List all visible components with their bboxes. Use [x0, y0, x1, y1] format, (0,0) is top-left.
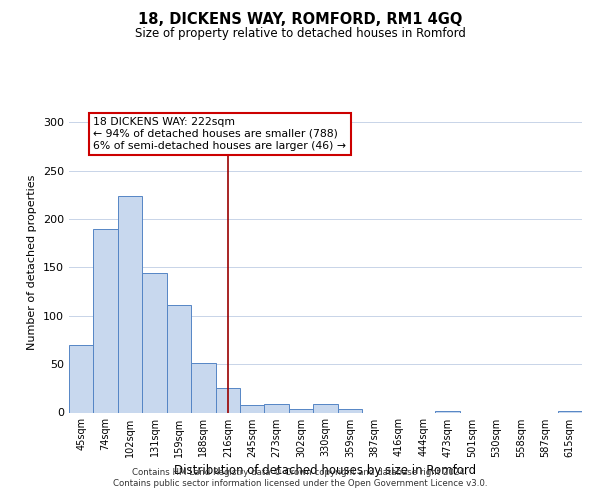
Bar	[167, 305, 191, 412]
X-axis label: Distribution of detached houses by size in Romford: Distribution of detached houses by size …	[175, 464, 476, 476]
Bar	[69, 345, 94, 412]
Text: 18, DICKENS WAY, ROMFORD, RM1 4GQ: 18, DICKENS WAY, ROMFORD, RM1 4GQ	[138, 12, 462, 28]
Text: Size of property relative to detached houses in Romford: Size of property relative to detached ho…	[134, 28, 466, 40]
Text: Contains HM Land Registry data © Crown copyright and database right 2024.
Contai: Contains HM Land Registry data © Crown c…	[113, 468, 487, 487]
Bar	[240, 405, 265, 412]
Text: 18 DICKENS WAY: 222sqm
← 94% of detached houses are smaller (788)
6% of semi-det: 18 DICKENS WAY: 222sqm ← 94% of detached…	[94, 118, 346, 150]
Bar	[94, 228, 118, 412]
Bar	[142, 273, 167, 412]
Y-axis label: Number of detached properties: Number of detached properties	[28, 175, 37, 350]
Bar	[338, 408, 362, 412]
Bar	[313, 404, 338, 412]
Bar	[557, 410, 582, 412]
Bar	[118, 196, 142, 412]
Bar	[265, 404, 289, 412]
Bar	[215, 388, 240, 412]
Bar	[191, 363, 215, 412]
Bar	[289, 408, 313, 412]
Bar	[436, 410, 460, 412]
